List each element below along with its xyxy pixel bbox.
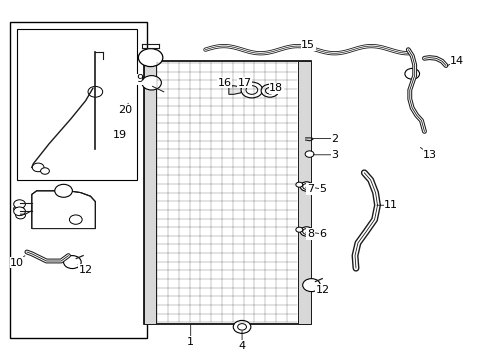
Bar <box>10 22 146 338</box>
Bar <box>298 61 310 324</box>
Circle shape <box>16 212 25 219</box>
Text: 7: 7 <box>306 184 313 194</box>
Text: 9: 9 <box>136 74 142 84</box>
Circle shape <box>233 320 250 333</box>
Text: 19: 19 <box>113 130 126 140</box>
Circle shape <box>302 184 310 189</box>
Circle shape <box>265 87 274 94</box>
Circle shape <box>295 227 302 232</box>
Text: 12: 12 <box>79 265 92 275</box>
Circle shape <box>300 182 312 191</box>
Circle shape <box>14 207 25 216</box>
Circle shape <box>305 151 313 157</box>
Circle shape <box>300 227 312 236</box>
Circle shape <box>55 184 72 197</box>
Circle shape <box>302 229 310 234</box>
Circle shape <box>404 68 419 79</box>
Text: 8: 8 <box>306 229 313 239</box>
Text: 3: 3 <box>331 150 338 160</box>
Circle shape <box>302 279 320 292</box>
Text: 6: 6 <box>319 229 325 239</box>
Text: 11: 11 <box>384 200 397 210</box>
Text: 12: 12 <box>315 285 329 295</box>
Circle shape <box>245 86 257 94</box>
Circle shape <box>261 84 278 97</box>
Circle shape <box>32 163 44 172</box>
Circle shape <box>142 76 161 90</box>
Circle shape <box>14 200 25 208</box>
Text: 15: 15 <box>301 40 314 50</box>
Text: 1: 1 <box>187 337 194 347</box>
Text: 4: 4 <box>238 341 245 351</box>
Circle shape <box>138 49 163 67</box>
Circle shape <box>63 256 81 269</box>
Text: 14: 14 <box>449 56 463 66</box>
Circle shape <box>41 168 49 174</box>
Text: 13: 13 <box>423 150 436 160</box>
Bar <box>144 61 310 324</box>
Circle shape <box>69 215 82 224</box>
Circle shape <box>241 82 262 98</box>
Circle shape <box>237 324 246 330</box>
Circle shape <box>88 86 102 97</box>
Circle shape <box>295 182 302 187</box>
Text: 2: 2 <box>331 134 338 144</box>
Text: 17: 17 <box>237 78 251 88</box>
Text: 5: 5 <box>319 184 325 194</box>
Text: 16: 16 <box>218 78 231 88</box>
Text: 20: 20 <box>118 105 131 115</box>
Bar <box>144 61 156 324</box>
Polygon shape <box>228 86 242 94</box>
Text: 10: 10 <box>10 258 24 268</box>
Text: 18: 18 <box>269 83 283 93</box>
Bar <box>17 29 137 180</box>
Circle shape <box>14 205 23 212</box>
